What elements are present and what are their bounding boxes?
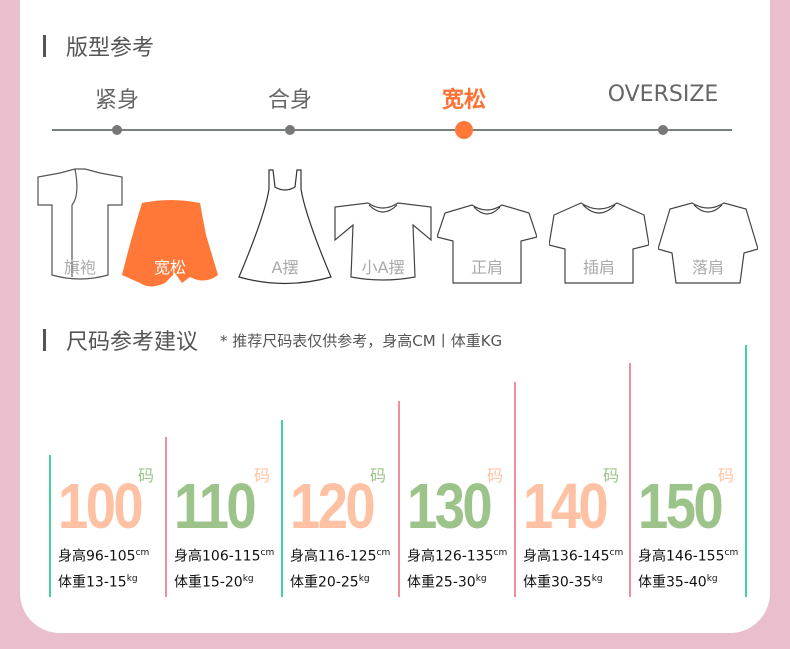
height-range: 身高106-115cm [174,548,275,565]
garment-3: 小A摆 [333,165,433,290]
divider-line [281,420,283,597]
title-bar [43,35,46,57]
size-unit: 码 [718,466,735,485]
size-number: 110 [174,470,257,542]
garment-label: 正肩 [470,258,503,277]
fit-section-title: 版型参考 [43,30,154,62]
fit-label: 宽松 [441,88,487,113]
loose-icon [122,200,218,287]
fit-label: 紧身 [94,88,140,113]
weight-range: 体重20-25kg [290,573,370,591]
divider-line [398,401,400,597]
size-number: 140 [523,470,609,542]
size-card-130: 130 码 身高126-135cm 体重25-30kg [407,466,517,593]
weight-range: 体重13-15kg [58,573,138,591]
garment-2: A摆 [235,165,335,290]
weight-range: 体重25-30kg [407,573,487,591]
garment-label: 宽松 [153,258,186,277]
raglan-icon [549,202,649,284]
size-card-120: 120 码 身高116-125cm 体重20-25kg [290,466,400,593]
size-note: * 推荐尺码表仅供参考，身高CM丨体重KG [220,331,503,350]
size-card-150: 150 码 身高146-155cm 体重35-40kg [638,466,748,593]
fit-dot [658,125,668,135]
garment-label: 小A摆 [361,258,405,277]
garment-6: 落肩 [658,165,758,290]
size-number: 100 [58,470,144,542]
garment-4: 正肩 [437,165,537,290]
weight-range: 体重35-40kg [638,573,718,591]
height-range: 身高136-145cm [523,548,624,565]
fit-label: OVERSIZE [607,82,719,107]
fit-dot [112,125,122,135]
drop-shoulder-icon [658,202,758,284]
garment-label: 旗袍 [63,258,96,277]
a-line-dress-icon [238,169,332,285]
weight-range: 体重30-35kg [523,573,603,591]
size-number: 130 [407,470,493,542]
divider-line [165,437,167,597]
size-card-140: 140 码 身高136-145cm 体重30-35kg [523,466,633,593]
divider-line [49,455,51,597]
height-range: 身高96-105cm [58,548,150,565]
size-section-title: 尺码参考建议 * 推荐尺码表仅供参考，身高CM丨体重KG [43,324,502,356]
size-unit: 码 [254,466,271,485]
size-title-text: 尺码参考建议 [66,330,199,355]
garment-label: 落肩 [691,258,724,277]
weight-range: 体重15-20kg [174,573,254,591]
height-range: 身高126-135cm [407,548,508,565]
garment-label: A摆 [271,258,299,277]
fit-title-text: 版型参考 [66,36,155,61]
size-card-100: 100 码 身高96-105cm 体重13-15kg [58,466,168,593]
divider-line [514,382,516,597]
size-unit: 码 [487,466,504,485]
fit-dot [455,121,473,139]
fit-scale-track [52,129,732,131]
height-range: 身高116-125cm [290,548,391,565]
content-card [20,0,770,633]
garment-0: 旗袍 [30,165,130,290]
ruffle-top-icon [334,202,432,281]
garment-5: 插肩 [549,165,649,290]
size-unit: 码 [603,466,620,485]
fit-dot [285,125,295,135]
size-card-110: 110 码 身高106-115cm 体重15-20kg [174,466,284,593]
title-bar [43,329,46,351]
divider-line [629,363,631,597]
height-range: 身高146-155cm [638,548,739,565]
qipao-icon [37,168,123,280]
garment-1: 宽松 [120,165,220,290]
fit-label: 合身 [267,88,313,113]
divider-line [745,345,747,597]
size-number: 120 [290,470,376,542]
size-unit: 码 [370,466,387,485]
garment-label: 插肩 [582,258,615,277]
size-number: 150 [638,470,724,542]
size-unit: 码 [138,466,155,485]
tshirt-icon [437,204,537,284]
